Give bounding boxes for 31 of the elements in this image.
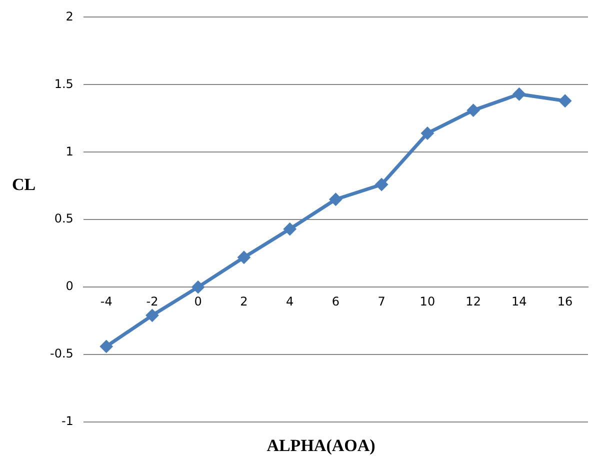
x-tick-label: 2 [240,294,248,308]
y-tick-label: 2 [66,9,74,24]
y-tick-label: -1 [61,414,74,428]
x-tick-label: 7 [378,294,386,308]
point [146,308,159,322]
point [283,222,296,236]
x-tick-label: 14 [512,294,527,308]
y-tick-label: 1.5 [54,76,74,91]
point [100,340,113,353]
point [420,126,434,140]
point [375,178,388,192]
y-axis-title: CL [12,175,36,195]
x-tick-label: -2 [146,294,158,308]
y-tick-label: 0 [66,279,74,294]
y-tick-label: -0.5 [50,346,74,361]
x-tick-label: 4 [286,294,294,308]
point [237,250,250,264]
x-tick-label: 12 [466,294,481,308]
point [466,104,480,117]
x-tick-label: 16 [557,294,573,308]
y-tick-label: 1 [66,144,74,158]
x-tick-label: 10 [420,294,436,308]
x-axis-title: ALPHA(AOA) [266,436,376,456]
point [558,94,572,108]
point [512,88,526,101]
x-tick-label: -4 [100,294,112,308]
point [192,280,205,294]
y-tick-label: 0.5 [54,212,74,226]
x-tick-label: 6 [332,294,340,308]
x-tick-label: 0 [194,294,202,308]
point [329,192,342,206]
